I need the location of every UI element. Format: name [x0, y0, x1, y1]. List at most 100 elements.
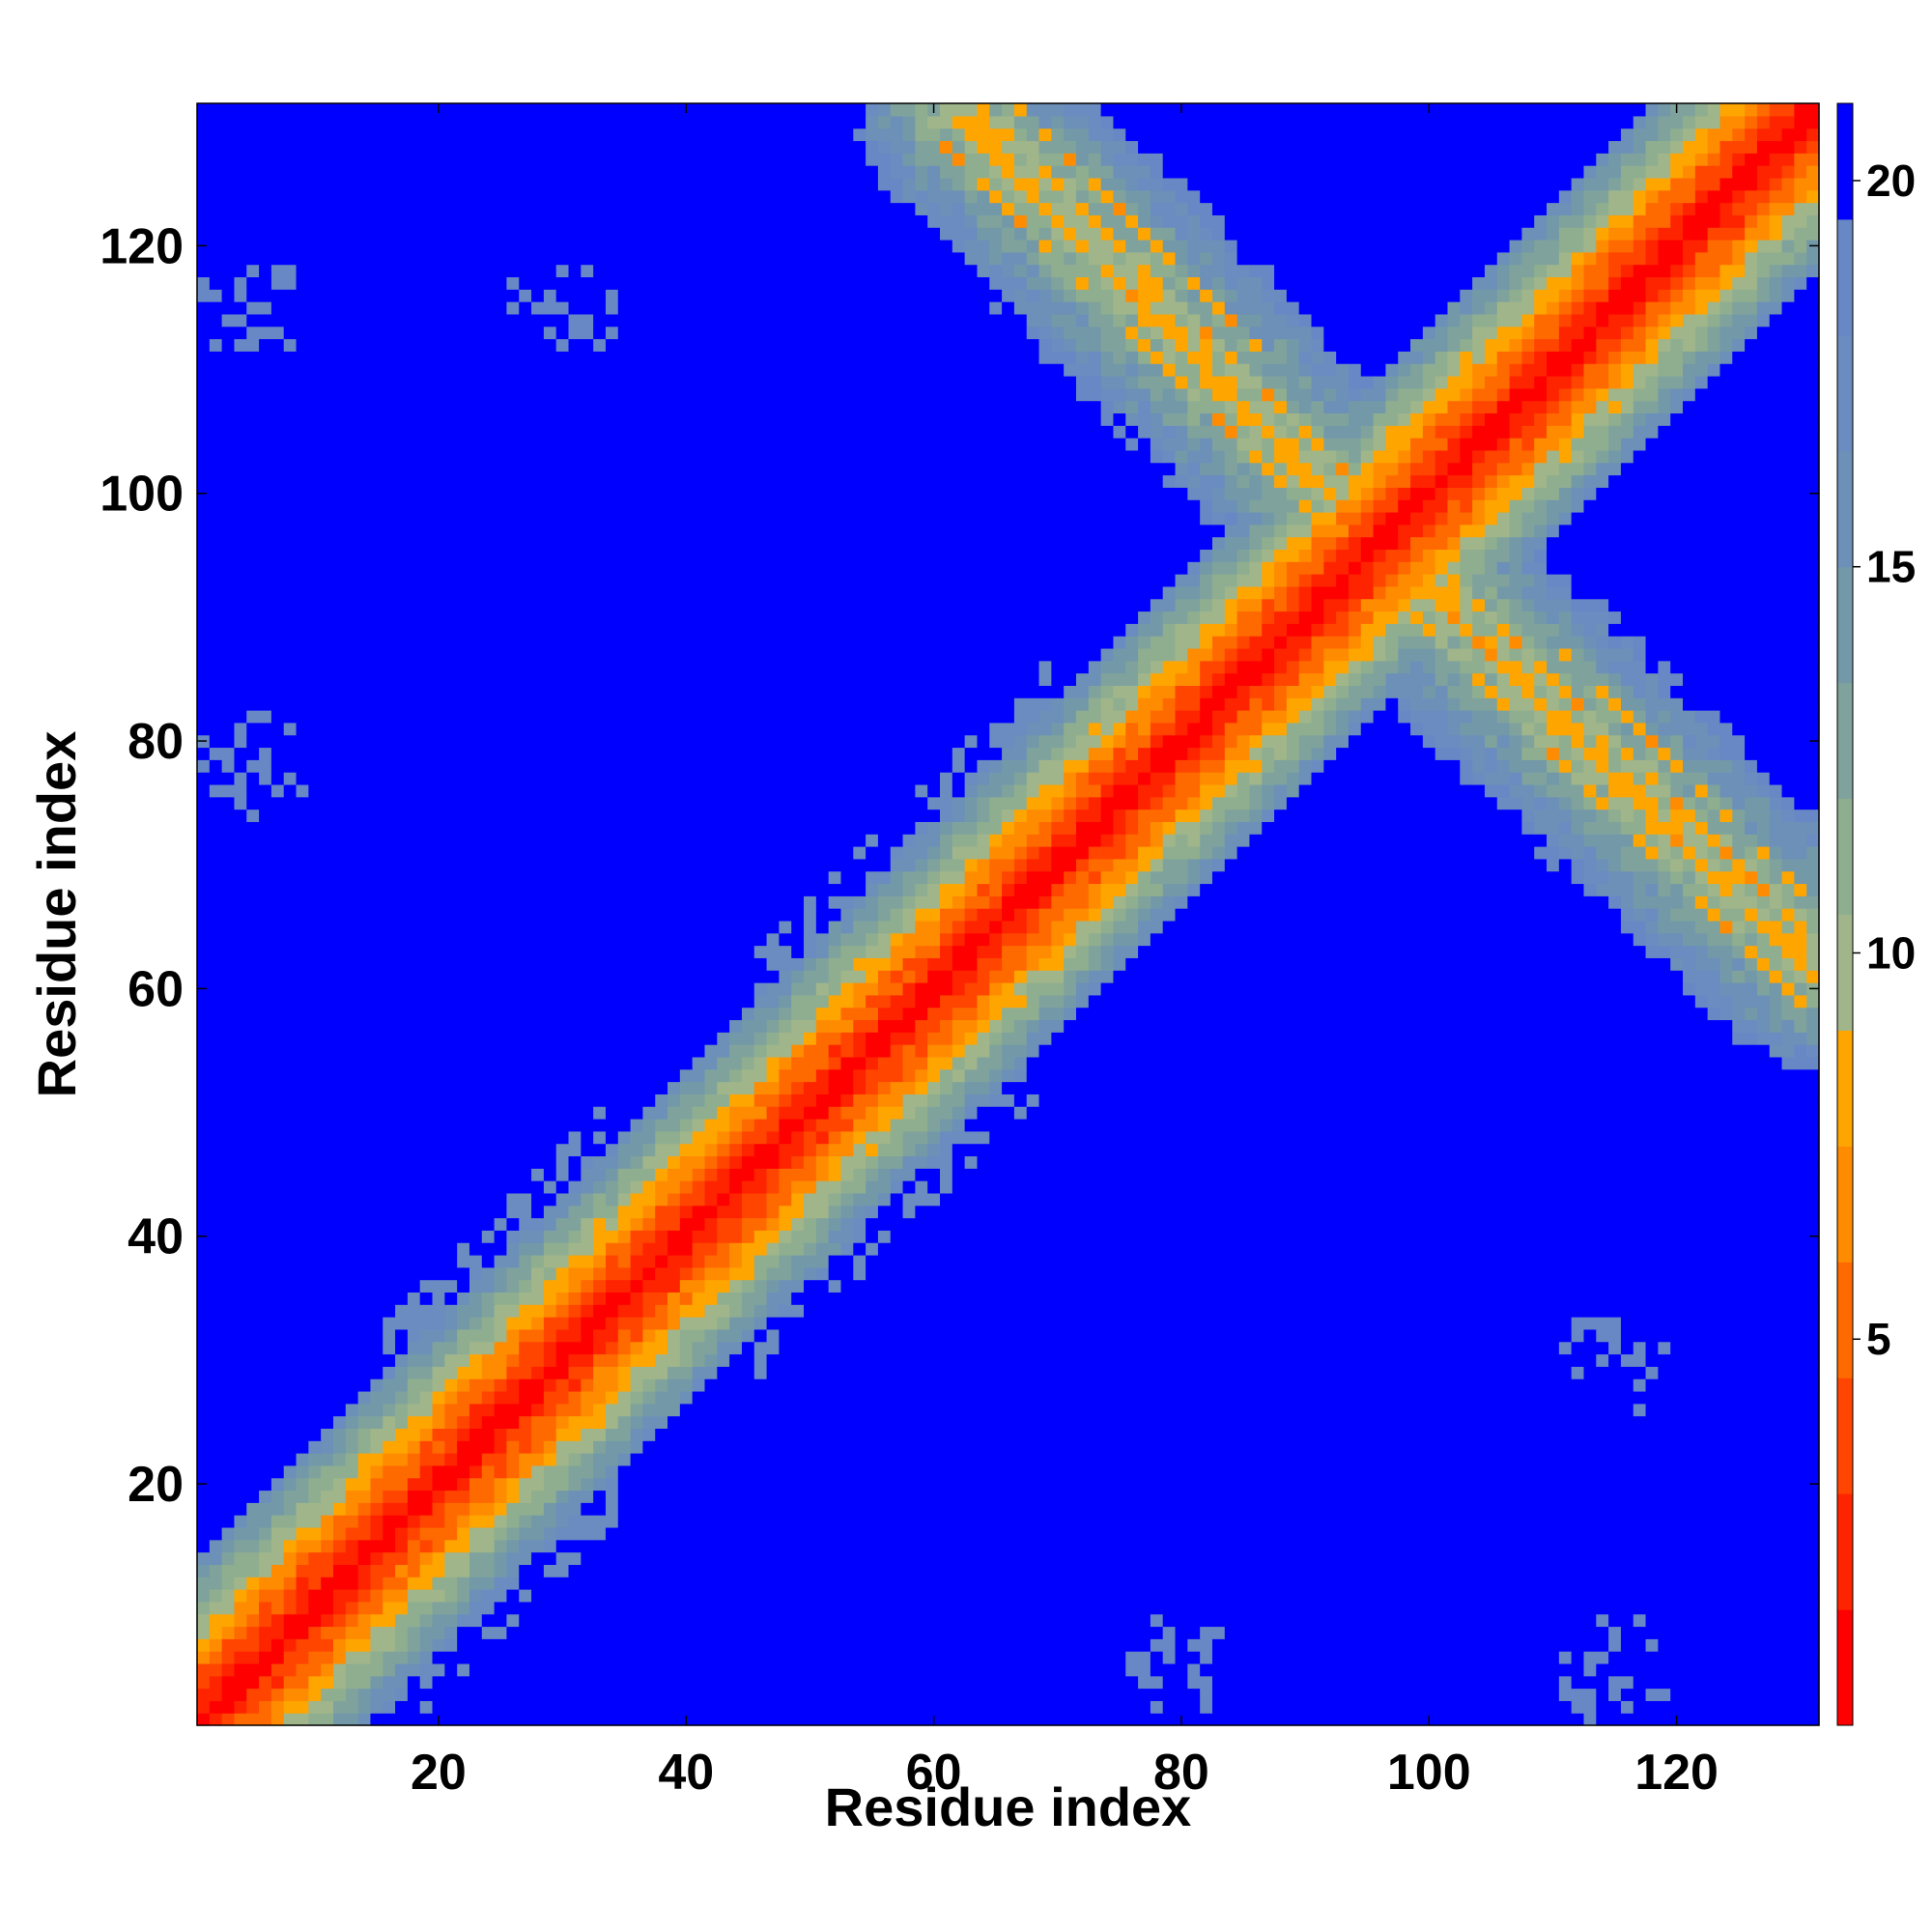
heatmap-cell-run: [766, 1353, 1597, 1367]
heatmap-cell-run: [457, 1440, 496, 1454]
heatmap-cell-run: [1398, 375, 1424, 389]
heatmap-cell-run: [197, 747, 211, 760]
heatmap-cell-run: [1336, 511, 1362, 526]
heatmap-cell-run: [1002, 1044, 1028, 1058]
heatmap-cell-run: [234, 1577, 247, 1590]
heatmap-cell-run: [1125, 251, 1151, 266]
heatmap-cell-run: [1745, 932, 1758, 947]
colorbar-tick-label: 15: [1866, 542, 1916, 592]
heatmap-cell-run: [1781, 957, 1795, 971]
heatmap-cell-run: [519, 1539, 545, 1553]
heatmap-cell-run: [630, 1192, 656, 1207]
heatmap-cell-run: [1150, 1662, 1188, 1677]
heatmap-cell-run: [704, 1378, 1634, 1392]
heatmap-cell-run: [209, 276, 236, 290]
heatmap-cell-run: [1658, 1341, 1671, 1355]
heatmap-cell-run: [729, 1130, 743, 1145]
heatmap-cell-run: [964, 908, 979, 922]
heatmap-cell-run: [1162, 276, 1177, 290]
heatmap-cell-run: [1769, 809, 1783, 822]
heatmap-cell-run: [1658, 932, 1684, 947]
heatmap-cell-run: [815, 932, 830, 947]
heatmap-cell-run: [593, 326, 607, 340]
heatmap-cell-run: [890, 140, 916, 154]
heatmap-cell-run: [1088, 945, 1102, 958]
heatmap-cell-run: [1360, 722, 1411, 736]
heatmap-cell-run: [1633, 883, 1647, 896]
heatmap-cell-run: [964, 1056, 979, 1070]
heatmap-cell-run: [1323, 710, 1337, 724]
heatmap-cell-run: [234, 1713, 272, 1726]
heatmap-cell-run: [370, 1515, 384, 1528]
heatmap-cell-run: [1670, 128, 1684, 142]
heatmap-cell-run: [444, 1390, 458, 1405]
heatmap-cell-run: [1694, 276, 1721, 290]
heatmap-cell-run: [828, 1217, 842, 1231]
heatmap-cell-run: [1187, 338, 1201, 352]
heatmap-cell-run: [1558, 400, 1573, 414]
heatmap-cell-run: [1026, 1068, 1820, 1083]
heatmap-cell-run: [197, 1317, 384, 1330]
heatmap-cell-run: [1781, 289, 1795, 302]
heatmap-cell-run: [1460, 636, 1473, 649]
heatmap-cell-run: [1162, 363, 1177, 377]
heatmap-cell-run: [1769, 103, 1795, 117]
heatmap-cell-run: [1051, 796, 1065, 810]
heatmap-cell-run: [1026, 214, 1052, 228]
heatmap-cell-run: [1249, 685, 1275, 698]
heatmap-cell-run: [1422, 722, 1449, 736]
heatmap-cell-run: [1496, 264, 1511, 278]
heatmap-cell-run: [494, 1477, 508, 1492]
heatmap-cell-run: [283, 1589, 298, 1603]
heatmap-cell-run: [1719, 834, 1733, 847]
heatmap-cell-run: [370, 1638, 396, 1652]
heatmap-cell-run: [506, 1279, 520, 1293]
heatmap-cell-run: [1745, 189, 1771, 204]
heatmap-cell-run: [1806, 214, 1820, 228]
heatmap-cell-run: [1013, 734, 1028, 749]
heatmap-cell-run: [209, 1626, 223, 1639]
heatmap-cell-run: [1249, 425, 1263, 439]
heatmap-cell-run: [246, 1700, 260, 1714]
heatmap-cell-run: [197, 1230, 483, 1243]
heatmap-cell-run: [1187, 202, 1213, 215]
heatmap-cell-run: [1583, 870, 1609, 885]
heatmap-cell-run: [605, 1490, 619, 1503]
heatmap-cell-run: [655, 1143, 681, 1157]
heatmap-cell-run: [605, 1390, 619, 1405]
heatmap-cell-run: [1138, 920, 1164, 934]
heatmap-cell-run: [407, 1502, 434, 1516]
heatmap-cell-run: [481, 1613, 508, 1628]
heatmap-cell-run: [1732, 1007, 1746, 1021]
heatmap-cell-run: [1038, 251, 1065, 266]
heatmap-cell-run: [1013, 883, 1052, 896]
heatmap-cell-run: [494, 1464, 508, 1479]
heatmap-cell-run: [1286, 487, 1313, 500]
heatmap-cell-run: [1274, 462, 1288, 476]
heatmap-cell-run: [1683, 214, 1721, 228]
heatmap-cell-run: [1571, 202, 1585, 215]
heatmap-cell-run: [779, 1143, 805, 1157]
heatmap-cell-run: [1088, 858, 1115, 872]
heatmap-cell-run: [1769, 153, 1795, 166]
heatmap-cell-run: [766, 1044, 792, 1058]
heatmap-cell-run: [1162, 251, 1177, 266]
heatmap-cell-run: [1460, 289, 1473, 302]
heatmap-cell-run: [1026, 1019, 1040, 1033]
heatmap-cell-run: [469, 1589, 483, 1603]
heatmap-cell-run: [989, 846, 1015, 860]
heatmap-cell-run: [1236, 772, 1251, 785]
heatmap-cell-run: [197, 511, 1201, 526]
heatmap-cell-run: [605, 1180, 619, 1194]
heatmap-cell-run: [642, 1279, 681, 1293]
heatmap-cell-run: [1026, 858, 1052, 872]
heatmap-cell-run: [704, 1217, 718, 1231]
heatmap-cell-run: [1658, 870, 1671, 885]
heatmap-cell-run: [1571, 870, 1585, 885]
heatmap-cell-run: [1113, 834, 1126, 847]
heatmap-cell-run: [890, 1180, 904, 1194]
heatmap-cell-run: [1806, 920, 1820, 934]
heatmap-cell-run: [246, 722, 285, 736]
heatmap-cell-run: [1447, 338, 1461, 352]
heatmap-cell-run: [717, 1341, 743, 1355]
